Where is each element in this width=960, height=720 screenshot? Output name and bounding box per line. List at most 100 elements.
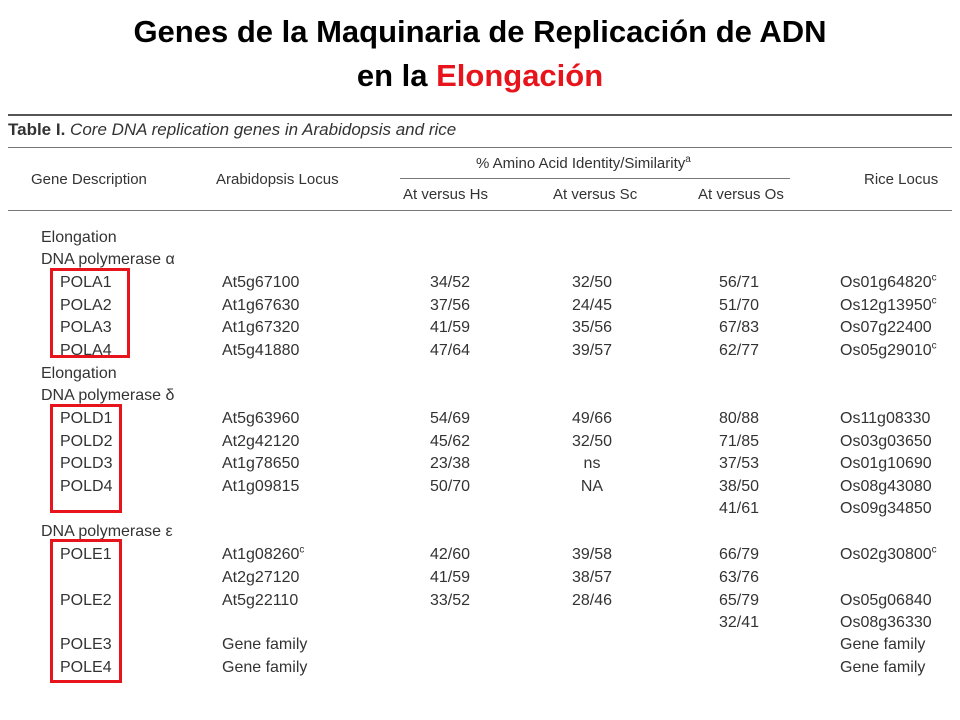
cell-at-vs-os: 63/76 <box>718 569 760 586</box>
cell-at-vs-os: 71/85 <box>718 433 760 450</box>
cell-at-vs-os: 41/61 <box>718 500 760 517</box>
cell-arabidopsis-locus: At1g09815 <box>222 478 300 495</box>
cell-at-vs-os: 66/79 <box>718 546 760 563</box>
section-label-pol-epsilon: DNA polymerase ε <box>41 523 173 540</box>
cell-at-vs-sc: 38/57 <box>571 569 613 586</box>
header-bottom-rule <box>8 210 952 211</box>
cell-gene: POLD1 <box>60 410 113 427</box>
cell-at-vs-os: 32/41 <box>718 614 760 631</box>
cell-rice-locus: Os12g13950c <box>840 295 937 314</box>
cell-rice-locus: Os01g10690 <box>840 455 932 472</box>
cell-at-vs-sc: 35/56 <box>571 319 613 336</box>
cell-rice-locus: Os08g43080 <box>840 478 932 495</box>
cell-at-vs-os: 67/83 <box>718 319 760 336</box>
cell-rice-locus: Os11g08330 <box>840 410 931 427</box>
header-arabidopsis-locus: Arabidopsis Locus <box>216 171 339 188</box>
header-at-vs-os: At versus Os <box>698 186 784 203</box>
cell-at-vs-hs: 47/64 <box>429 342 471 359</box>
cell-at-vs-hs: 54/69 <box>429 410 471 427</box>
cell-gene: POLE2 <box>60 592 112 609</box>
cell-at-vs-os: 37/53 <box>718 455 760 472</box>
cell-rice-locus: Os09g34850 <box>840 500 932 517</box>
cell-gene: POLA3 <box>60 319 112 336</box>
cell-at-vs-hs: 34/52 <box>429 274 471 291</box>
cell-rice-locus: Gene family <box>840 636 926 653</box>
table-caption-text: Core DNA replication genes in Arabidopsi… <box>70 120 457 139</box>
cell-arabidopsis-locus: At1g67320 <box>222 319 300 336</box>
cell-rice-locus: Os01g64820c <box>840 272 937 291</box>
highlight-box-pola <box>50 268 130 358</box>
cell-gene: POLA4 <box>60 342 112 359</box>
slide-title-highlight: Elongación <box>436 58 604 93</box>
header-group-rule <box>400 178 790 179</box>
cell-gene: POLA1 <box>60 274 112 291</box>
cell-at-vs-hs: 41/59 <box>429 319 471 336</box>
cell-at-vs-sc: 49/66 <box>571 410 613 427</box>
cell-gene: POLD2 <box>60 433 113 450</box>
table-caption: Table I. Core DNA replication genes in A… <box>8 120 456 140</box>
section-label-elongation-1: Elongation <box>41 229 117 246</box>
cell-rice-locus: Os05g06840 <box>840 592 932 609</box>
cell-at-vs-sc: 39/57 <box>571 342 613 359</box>
header-gene-description: Gene Description <box>31 171 147 188</box>
section-label-pol-delta: DNA polymerase δ <box>41 387 175 404</box>
cell-at-vs-hs: 50/70 <box>429 478 471 495</box>
cell-at-vs-hs: 23/38 <box>429 455 471 472</box>
cell-arabidopsis-locus: Gene family <box>222 636 308 653</box>
cell-at-vs-sc: 24/45 <box>571 297 613 314</box>
cell-arabidopsis-locus: At1g08260c <box>222 544 305 563</box>
cell-at-vs-sc: NA <box>580 478 604 495</box>
cell-rice-locus: Gene family <box>840 659 926 676</box>
cell-arabidopsis-locus: At1g67630 <box>222 297 300 314</box>
cell-at-vs-sc: 28/46 <box>571 592 613 609</box>
cell-at-vs-hs: 42/60 <box>429 546 471 563</box>
cell-arabidopsis-locus: At5g63960 <box>222 410 300 427</box>
cell-gene: POLD4 <box>60 478 113 495</box>
table-caption-label: Table I. <box>8 120 66 139</box>
cell-gene: POLE3 <box>60 636 112 653</box>
cell-at-vs-sc: 39/58 <box>571 546 613 563</box>
cell-gene: POLE1 <box>60 546 112 563</box>
cell-at-vs-os: 56/71 <box>718 274 760 291</box>
cell-at-vs-hs: 45/62 <box>429 433 471 450</box>
cell-rice-locus: Os08g36330 <box>840 614 932 631</box>
highlight-box-pole <box>50 539 122 683</box>
cell-arabidopsis-locus: At2g42120 <box>222 433 300 450</box>
section-label-elongation-2: Elongation <box>41 365 117 382</box>
cell-rice-locus: Os02g30800c <box>840 544 937 563</box>
cell-at-vs-sc: 32/50 <box>571 274 613 291</box>
cell-arabidopsis-locus: At5g22110 <box>222 592 299 609</box>
cell-arabidopsis-locus: At1g78650 <box>222 455 300 472</box>
cell-gene: POLD3 <box>60 455 113 472</box>
cell-rice-locus: Os03g03650 <box>840 433 932 450</box>
cell-at-vs-os: 38/50 <box>718 478 760 495</box>
cell-at-vs-os: 51/70 <box>718 297 760 314</box>
cell-at-vs-os: 80/88 <box>718 410 760 427</box>
cell-gene: POLA2 <box>60 297 112 314</box>
slide-title-line2: en la Elongación <box>0 54 960 98</box>
header-at-vs-sc: At versus Sc <box>553 186 638 203</box>
cell-at-vs-hs: 41/59 <box>429 569 471 586</box>
header-identity-group: % Amino Acid Identity/Similaritya <box>476 154 691 173</box>
slide-title-line1: Genes de la Maquinaria de Replicación de… <box>133 14 827 49</box>
header-at-vs-hs: At versus Hs <box>403 186 489 203</box>
cell-rice-locus: Os07g22400 <box>840 319 932 336</box>
header-top-rule <box>8 147 952 148</box>
cell-arabidopsis-locus: At5g41880 <box>222 342 300 359</box>
slide-title: Genes de la Maquinaria de Replicación de… <box>0 10 960 98</box>
cell-at-vs-os: 65/79 <box>718 592 760 609</box>
cell-at-vs-os: 62/77 <box>718 342 760 359</box>
cell-at-vs-sc: ns <box>583 455 601 472</box>
cell-arabidopsis-locus: At2g27120 <box>222 569 300 586</box>
cell-gene: POLE4 <box>60 659 112 676</box>
highlight-box-pold <box>50 404 122 513</box>
cell-rice-locus: Os05g29010c <box>840 340 937 359</box>
cell-arabidopsis-locus: Gene family <box>222 659 308 676</box>
table-top-rule <box>8 114 952 116</box>
cell-at-vs-hs: 37/56 <box>429 297 471 314</box>
cell-at-vs-sc: 32/50 <box>571 433 613 450</box>
section-label-pol-alpha: DNA polymerase α <box>41 251 175 268</box>
cell-at-vs-hs: 33/52 <box>429 592 471 609</box>
slide-title-prefix: en la <box>356 58 437 93</box>
header-rice-locus: Rice Locus <box>864 171 939 188</box>
